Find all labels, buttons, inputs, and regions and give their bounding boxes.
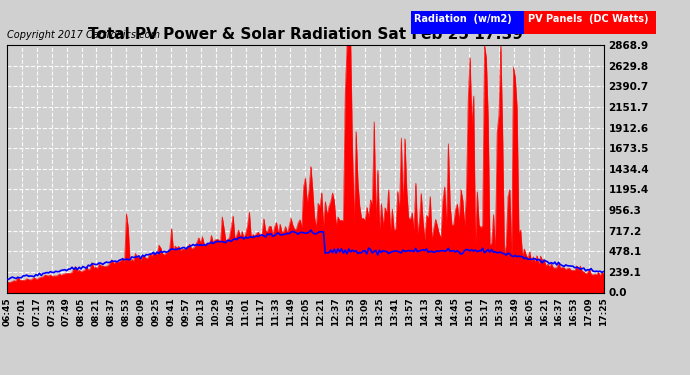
Title: Total PV Power & Solar Radiation Sat Feb 25 17:39: Total PV Power & Solar Radiation Sat Feb… bbox=[88, 27, 523, 42]
Text: Radiation  (w/m2): Radiation (w/m2) bbox=[414, 15, 512, 24]
Text: Copyright 2017 Cartronics.com: Copyright 2017 Cartronics.com bbox=[7, 30, 160, 39]
Text: PV Panels  (DC Watts): PV Panels (DC Watts) bbox=[528, 15, 649, 24]
